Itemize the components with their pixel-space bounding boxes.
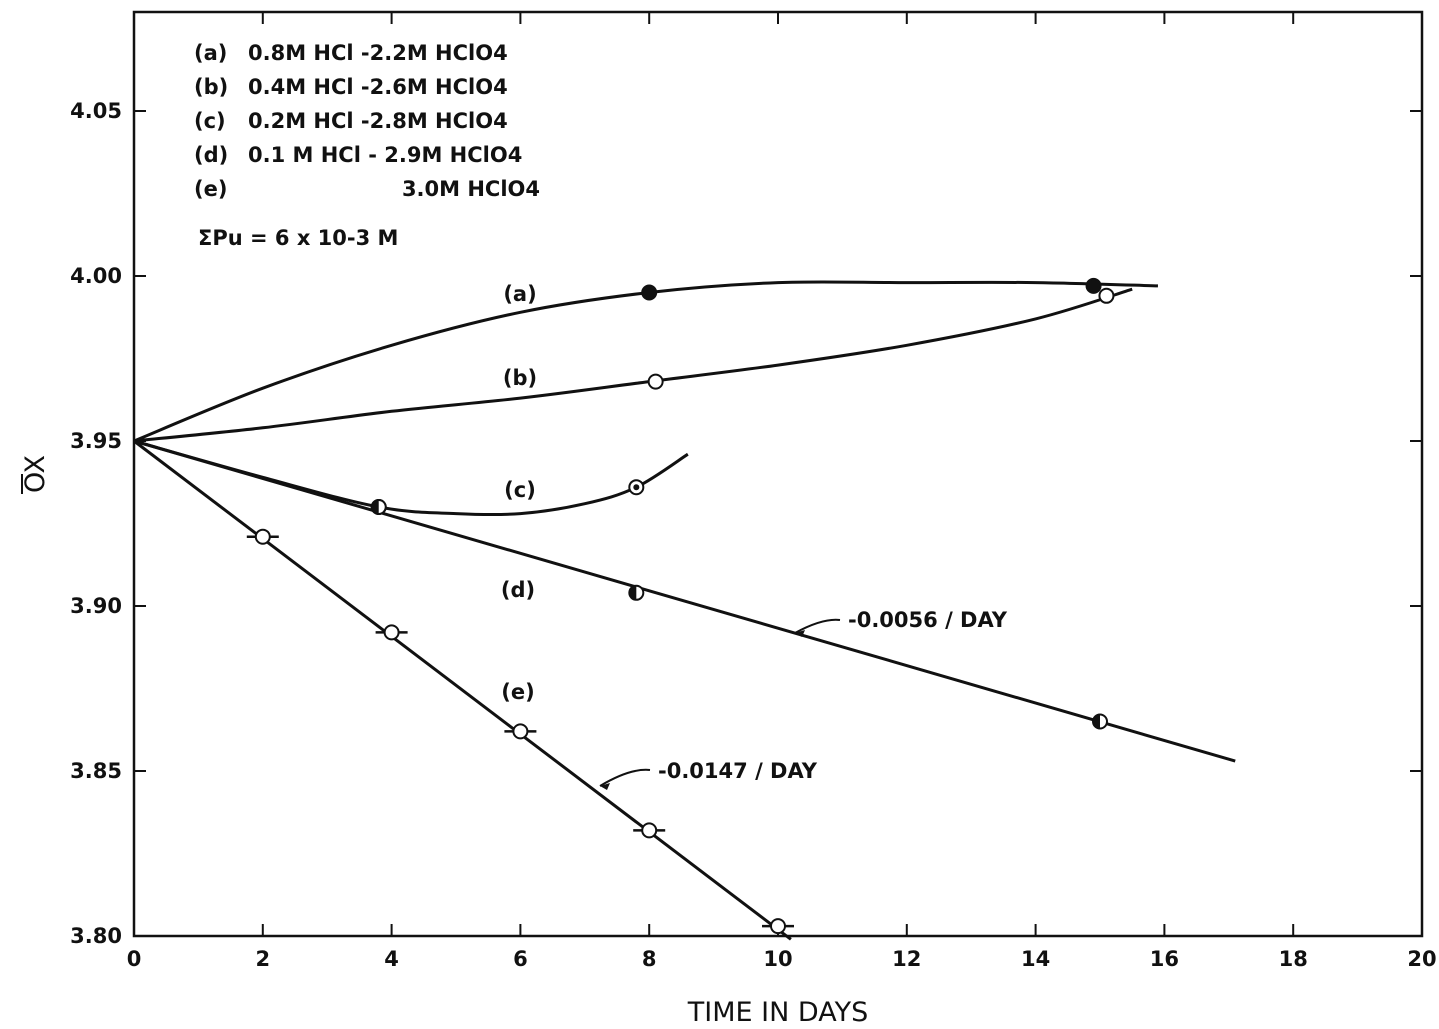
legend-entry-text: 0.8M HCl -2.2M HClO4 (248, 41, 508, 65)
curve-label: (c) (504, 478, 536, 502)
data-markers (246, 277, 1115, 935)
annotations: -0.0056 / DAY -0.0147 / DAY (599, 608, 1008, 790)
curve-label: (d) (501, 578, 535, 602)
data-point-b (647, 373, 664, 390)
series-curves (133, 280, 1236, 941)
data-point-e (254, 528, 271, 545)
data-point-e (641, 822, 658, 839)
x-tick-label: 2 (255, 947, 270, 971)
annotation-label: -0.0056 / DAY (848, 608, 1008, 632)
series-line-d (133, 439, 1236, 763)
data-point-e (512, 723, 529, 740)
data-point-b (1098, 287, 1115, 304)
legend-entry-text: 0.2M HCl -2.8M HClO4 (248, 109, 508, 133)
data-point-d-fill (629, 585, 637, 600)
legend-entry-id: (e) (194, 177, 227, 201)
legend-note: ΣPu = 6 x 10-3 M (198, 226, 398, 250)
x-tick-label: 0 (127, 947, 142, 971)
series-line-e (133, 439, 792, 941)
x-tick-label: 10 (763, 947, 792, 971)
curve-label: (b) (503, 366, 537, 390)
y-tick-label: 4.00 (70, 264, 122, 288)
y-axis-title-group: OX (20, 455, 51, 494)
curve-label: (e) (501, 680, 534, 704)
x-axis-title: TIME IN DAYS (687, 997, 868, 1028)
data-point-a (641, 284, 658, 301)
x-tick-label: 8 (642, 947, 657, 971)
annotation-leader (794, 618, 841, 634)
series-line-a (133, 280, 1159, 443)
annotation-label: -0.0147 / DAY (658, 759, 818, 783)
legend: (a) 0.8M HCl -2.2M HClO4 (b) 0.4M HCl -2.6M… (194, 41, 540, 250)
x-tick-label: 4 (384, 947, 399, 971)
x-tick-label: 6 (513, 947, 528, 971)
x-tick-label: 20 (1407, 947, 1436, 971)
legend-entry-id: (d) (194, 143, 228, 167)
y-tick-label: 3.95 (70, 429, 122, 453)
x-tick-label: 12 (892, 947, 921, 971)
annotation-arrowhead (600, 783, 610, 790)
curve-label: (a) (503, 282, 536, 306)
y-axis-title: OX (20, 455, 51, 493)
curve-labels: (a) (b) (c) (d) (e) (501, 282, 537, 704)
data-point-d-fill (1093, 714, 1100, 729)
legend-entry-text: 0.1 M HCl - 2.9M HClO4 (248, 143, 522, 167)
annotation-leader (599, 768, 651, 787)
axis-ticks: 0 2 4 6 8 10 12 14 16 18 20 3.80 3.85 3.90 3.95 4.00 4.0… (70, 12, 1437, 971)
y-tick-label: 3.85 (70, 759, 122, 783)
data-point-e (383, 624, 400, 641)
legend-entry-text: 0.4M HCl -2.6M HClO4 (248, 75, 508, 99)
legend-entry-id: (c) (194, 109, 226, 133)
data-point-e (770, 918, 786, 935)
annotation-arrowhead (795, 630, 805, 637)
legend-entry-id: (a) (194, 41, 227, 65)
x-tick-label: 18 (1279, 947, 1308, 971)
y-tick-label: 4.05 (70, 99, 122, 123)
y-tick-label: 3.90 (70, 594, 122, 618)
x-tick-label: 14 (1021, 947, 1050, 971)
x-tick-label: 16 (1150, 947, 1179, 971)
legend-entry-text: 3.0M HClO4 (402, 177, 540, 201)
data-point-a (1085, 277, 1102, 294)
series-line-b (133, 287, 1133, 443)
legend-entry-id: (b) (194, 75, 228, 99)
y-tick-label: 3.80 (70, 924, 122, 948)
data-point-d-fill (371, 500, 379, 514)
data-point-c-dot (633, 484, 640, 491)
